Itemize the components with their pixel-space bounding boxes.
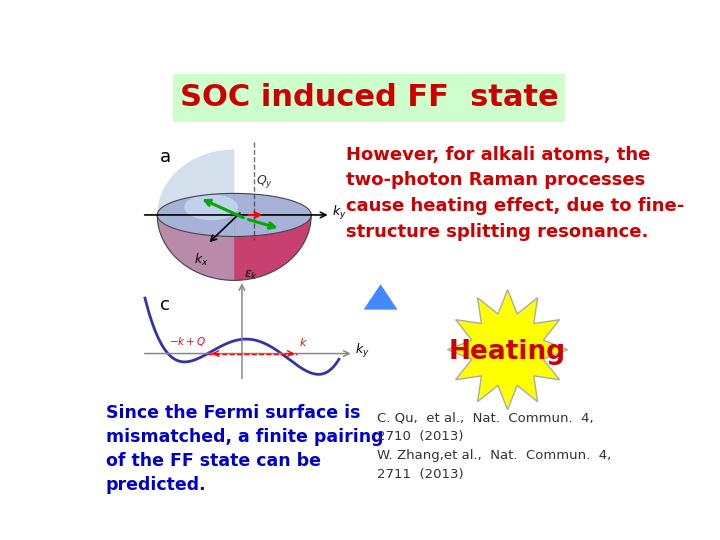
Text: $k_y$: $k_y$ [332, 204, 346, 221]
Text: $\epsilon_k$: $\epsilon_k$ [244, 269, 258, 282]
Ellipse shape [184, 194, 238, 220]
Ellipse shape [157, 193, 311, 237]
Text: $-k+Q$: $-k+Q$ [168, 335, 206, 348]
Polygon shape [448, 289, 567, 410]
FancyBboxPatch shape [173, 74, 565, 122]
Text: $k_y$: $k_y$ [355, 342, 369, 360]
Text: $Q_y$: $Q_y$ [256, 173, 273, 190]
Polygon shape [364, 284, 397, 309]
Polygon shape [157, 215, 311, 280]
Text: $k_x$: $k_x$ [194, 252, 208, 268]
Text: Heating: Heating [449, 339, 566, 365]
Polygon shape [157, 150, 311, 280]
Text: a: a [160, 148, 171, 166]
Text: SOC induced FF  state: SOC induced FF state [179, 83, 559, 112]
Text: $k$: $k$ [299, 336, 307, 348]
Text: C. Qu,  et al.,  Nat.  Commun.  4,
2710  (2013)
W. Zhang,et al.,  Nat.  Commun. : C. Qu, et al., Nat. Commun. 4, 2710 (201… [377, 411, 611, 481]
Text: Since the Fermi surface is
mismatched, a finite pairing
of the FF state can be
p: Since the Fermi surface is mismatched, a… [106, 403, 383, 495]
Text: c: c [160, 296, 169, 314]
Text: However, for alkali atoms, the
two-photon Raman processes
cause heating effect, : However, for alkali atoms, the two-photo… [346, 146, 684, 241]
